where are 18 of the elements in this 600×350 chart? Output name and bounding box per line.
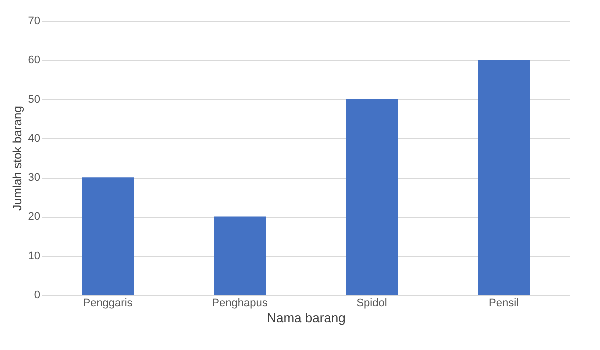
- x-tick-label: Penghapus: [212, 298, 268, 310]
- x-axis-title: Nama barang: [267, 310, 346, 326]
- y-axis-title: Jumlah stok barang: [10, 106, 24, 211]
- bar: [346, 99, 398, 295]
- y-tick-label: 10: [28, 250, 40, 262]
- y-tick-label: 70: [28, 16, 40, 28]
- x-tick-label: Penggaris: [83, 298, 134, 310]
- bar: [478, 60, 530, 295]
- x-tick-label: Spidol: [356, 298, 388, 310]
- bar: [82, 178, 134, 295]
- y-tick-label: 50: [28, 94, 40, 106]
- y-tick-label: 40: [28, 132, 40, 145]
- bar: [214, 216, 266, 295]
- y-tick-label: 60: [28, 54, 40, 67]
- x-tick-label: Pensil: [489, 298, 519, 310]
- y-tick-label: 20: [28, 211, 40, 224]
- y-tick-label: 0: [34, 290, 40, 302]
- y-tick-label: 30: [28, 172, 40, 184]
